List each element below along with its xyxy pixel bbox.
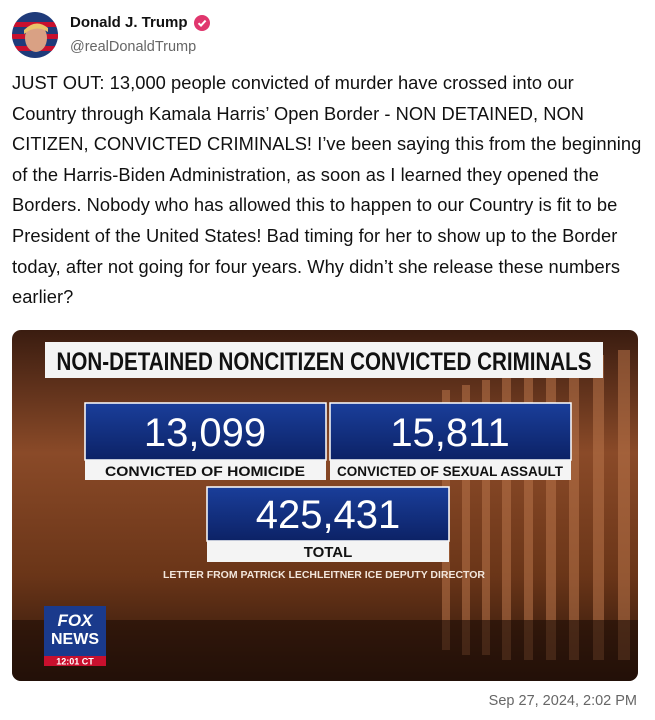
logo-time: 12:01 CT	[56, 657, 94, 667]
graphic-title: NON-DETAINED NONCITIZEN CONVICTED CRIMIN…	[57, 348, 592, 376]
total-label: TOTAL	[304, 544, 353, 561]
author-handle[interactable]: @realDonaldTrump	[70, 39, 197, 55]
logo-text: NEWS	[51, 631, 99, 648]
source-line: LETTER FROM PATRICK LECHLEITNER ICE DEPU…	[163, 569, 485, 581]
total-value: 425,431	[256, 493, 401, 537]
post-text: JUST OUT: 13,000 people convicted of mur…	[12, 72, 642, 308]
post-image[interactable]: NON-DETAINED NONCITIZEN CONVICTED CRIMIN…	[12, 330, 638, 681]
stat-value: 15,811	[390, 411, 509, 455]
avatar-image	[12, 12, 58, 58]
stat-label: CONVICTED OF SEXUAL ASSAULT	[337, 463, 563, 479]
author-name-text: Donald J. Trump	[70, 14, 188, 31]
logo-text: FOX	[58, 611, 95, 630]
fox-news-logo: FOX NEWS 12:01 CT	[44, 606, 106, 667]
avatar[interactable]	[12, 12, 58, 58]
stat-value: 13,099	[144, 411, 266, 455]
stat-label: CONVICTED OF HOMICIDE	[105, 463, 305, 479]
timestamp[interactable]: Sep 27, 2024, 2:02 PM	[488, 693, 637, 709]
verified-badge	[193, 14, 210, 31]
news-graphic: NON-DETAINED NONCITIZEN CONVICTED CRIMIN…	[12, 330, 638, 681]
author-name[interactable]: Donald J. Trump	[70, 14, 210, 31]
